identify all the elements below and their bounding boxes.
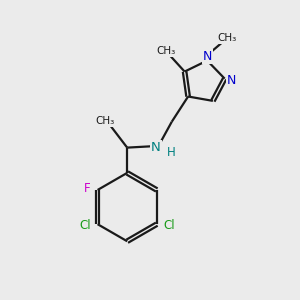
- Text: CH₃: CH₃: [157, 46, 176, 56]
- Text: F: F: [84, 182, 91, 195]
- Text: Cl: Cl: [79, 219, 91, 232]
- Text: H: H: [167, 146, 175, 159]
- Text: N: N: [203, 50, 212, 63]
- Text: Cl: Cl: [164, 219, 175, 232]
- Text: N: N: [226, 74, 236, 87]
- Text: N: N: [151, 141, 161, 154]
- Text: CH₃: CH₃: [218, 33, 237, 43]
- Text: CH₃: CH₃: [96, 116, 115, 126]
